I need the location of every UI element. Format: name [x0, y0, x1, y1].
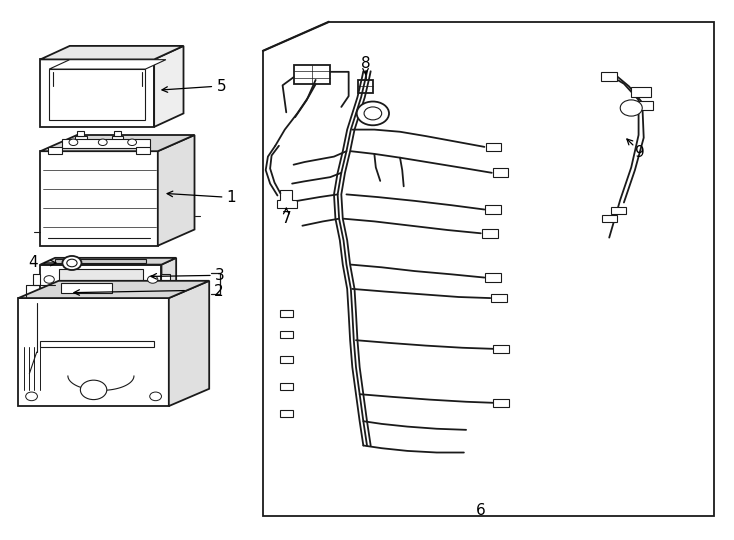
- Polygon shape: [40, 135, 195, 151]
- Text: 1: 1: [226, 190, 236, 205]
- Polygon shape: [40, 59, 154, 127]
- Bar: [280, 409, 293, 417]
- Polygon shape: [277, 190, 297, 208]
- Bar: [75, 136, 87, 143]
- Circle shape: [357, 102, 389, 125]
- Bar: [62, 139, 150, 148]
- Polygon shape: [40, 151, 158, 246]
- Bar: [112, 136, 123, 143]
- Bar: [611, 207, 626, 214]
- Text: 5: 5: [217, 79, 226, 94]
- Bar: [77, 131, 84, 136]
- Polygon shape: [33, 273, 40, 285]
- Bar: [493, 345, 509, 353]
- Bar: [48, 147, 62, 154]
- Circle shape: [44, 275, 54, 283]
- Polygon shape: [18, 298, 169, 406]
- Polygon shape: [161, 258, 176, 294]
- Bar: [280, 331, 293, 338]
- Bar: [485, 205, 501, 214]
- Polygon shape: [40, 265, 161, 294]
- Text: 4: 4: [28, 255, 38, 271]
- Circle shape: [69, 139, 78, 146]
- Circle shape: [81, 380, 107, 400]
- Bar: [280, 382, 293, 390]
- Bar: [631, 87, 651, 97]
- Bar: [491, 294, 507, 302]
- Polygon shape: [18, 281, 209, 298]
- Bar: [485, 273, 501, 282]
- Polygon shape: [49, 69, 145, 120]
- Polygon shape: [49, 60, 166, 69]
- Polygon shape: [40, 46, 184, 59]
- Circle shape: [150, 392, 161, 401]
- Bar: [280, 309, 293, 316]
- Polygon shape: [294, 65, 330, 84]
- Polygon shape: [40, 258, 176, 265]
- Circle shape: [67, 259, 77, 267]
- Circle shape: [26, 392, 37, 401]
- Text: 2: 2: [214, 284, 224, 299]
- Polygon shape: [60, 284, 112, 293]
- Text: 3: 3: [214, 268, 224, 283]
- Circle shape: [620, 100, 642, 116]
- Bar: [114, 131, 121, 136]
- Bar: [55, 259, 146, 263]
- Polygon shape: [158, 135, 195, 246]
- Circle shape: [128, 139, 137, 146]
- Text: 7: 7: [281, 211, 291, 226]
- Bar: [482, 229, 498, 238]
- Circle shape: [148, 275, 158, 283]
- Bar: [602, 215, 617, 222]
- Polygon shape: [263, 22, 714, 516]
- Circle shape: [364, 107, 382, 120]
- Polygon shape: [40, 341, 154, 347]
- Bar: [136, 147, 150, 154]
- Bar: [280, 355, 293, 363]
- Text: 6: 6: [476, 503, 486, 518]
- Bar: [634, 101, 653, 110]
- Polygon shape: [358, 80, 373, 93]
- Bar: [486, 143, 501, 151]
- Bar: [493, 168, 508, 177]
- Text: 8: 8: [360, 56, 371, 71]
- Bar: [59, 269, 143, 290]
- Polygon shape: [169, 281, 209, 406]
- Bar: [493, 399, 509, 407]
- Polygon shape: [154, 46, 184, 127]
- Polygon shape: [161, 273, 170, 285]
- Circle shape: [98, 139, 107, 146]
- Bar: [601, 72, 617, 81]
- Circle shape: [62, 256, 81, 270]
- Text: 9: 9: [635, 145, 645, 160]
